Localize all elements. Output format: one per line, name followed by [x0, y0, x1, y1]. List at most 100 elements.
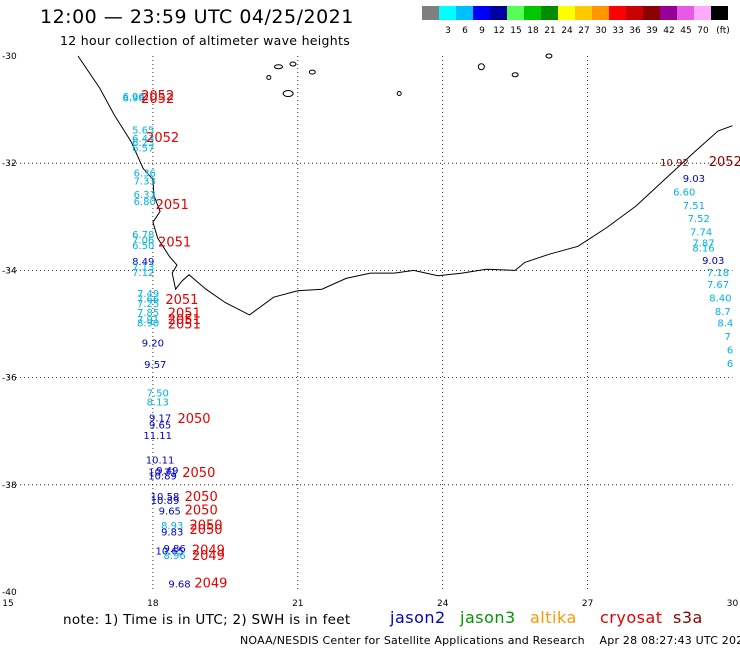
scale-label: 21: [544, 26, 556, 36]
wave-height-label: 8.93: [161, 521, 183, 532]
wave-height-label: 9.83: [161, 528, 183, 539]
inland-water: [266, 74, 272, 80]
pass-number-label: 2050: [189, 523, 222, 538]
pass-number-label: 2052: [141, 92, 174, 107]
scale-swatch: [439, 6, 456, 20]
scale-label: 3: [445, 26, 451, 36]
legend-s3a: s3a: [673, 608, 703, 627]
wave-height-label: 10.89: [148, 471, 177, 482]
wave-height-label: 6.96: [122, 92, 144, 103]
scale-label: 18: [527, 26, 539, 36]
map-subtitle: 12 hour collection of altimeter wave hei…: [60, 33, 351, 48]
scale-swatch: [473, 6, 490, 20]
wave-height-label: 8.7: [715, 307, 731, 318]
wave-height-label: 10.65: [155, 547, 184, 558]
wave-height-label: 5.65: [132, 126, 154, 137]
wave-height-label: 9.68: [168, 580, 190, 591]
scale-swatch: [592, 6, 609, 20]
inland-water: [511, 72, 519, 78]
wave-height-label: 9.17: [149, 414, 171, 425]
scale-label: 45: [680, 26, 692, 36]
scale-swatch: [626, 6, 643, 20]
lon-tick-label: 30: [727, 599, 739, 609]
pass-number-label: 2052: [709, 155, 740, 170]
wave-height-label: 8.4: [717, 319, 733, 330]
wave-height-label: 10.71: [148, 468, 177, 479]
map-title: 12:00 — 23:59 UTC 04/25/2021: [40, 6, 354, 28]
legend-jason2: jason2: [390, 608, 446, 627]
wave-height-label: 9.03: [683, 174, 705, 185]
inland-water: [545, 53, 553, 59]
wave-height-label: 6.36: [134, 169, 156, 180]
lat-tick-label: -34: [2, 266, 17, 276]
scale-label: 6: [462, 26, 468, 36]
lat-tick-label: -36: [2, 374, 17, 384]
wave-height-label: 6.78: [132, 230, 154, 241]
wave-height-label: 8.13: [147, 398, 169, 409]
footer-source: NOAA/NESDIS Center for Satellite Applica…: [240, 634, 585, 647]
wave-height-label: 10.92: [660, 158, 689, 169]
scale-swatch: [422, 6, 439, 20]
wave-height-label: 6.60: [673, 187, 695, 198]
lat-tick-label: -32: [2, 159, 17, 169]
wave-height-label: 7.25: [137, 299, 159, 310]
scale-swatch: [694, 6, 711, 20]
wave-height-label: 6.57: [132, 143, 154, 154]
wave-height-label: 7.18: [707, 268, 729, 279]
pass-number-label: 2049: [194, 577, 227, 592]
wave-height-label: 6: [727, 346, 733, 357]
scale-label: 30: [595, 26, 607, 36]
scale-swatch: [609, 6, 626, 20]
scale-label: 15: [510, 26, 522, 36]
wave-height-label: 7.85: [137, 308, 159, 319]
pass-number-label: 2050: [185, 503, 218, 518]
wave-height-label: 7.87: [692, 238, 714, 249]
wave-height-label: 7.67: [707, 280, 729, 291]
wave-height-label: 10.89: [151, 496, 180, 507]
wave-height-label: 7: [725, 332, 731, 343]
wave-height-label: 7.13: [132, 262, 154, 273]
pass-number-label: 2051: [165, 293, 198, 308]
footer-timestamp: Apr 28 08:27:43 UTC 2021: [599, 634, 740, 647]
scale-swatch: [711, 6, 728, 20]
inland-water: [282, 90, 294, 98]
wave-height-label: 7.06: [132, 236, 154, 247]
wave-height-label: 9.20: [142, 339, 164, 350]
pass-number-label: 2049: [192, 549, 225, 564]
axis-labels: 15 18 21 24 27 30 -30 -32 -34 -36 -38 -40: [2, 52, 738, 609]
wave-height-label: 9.65: [149, 421, 171, 432]
wave-height-label: 6.50: [132, 241, 154, 252]
lon-tick-label: 27: [582, 599, 593, 609]
lon-tick-label: 18: [147, 599, 159, 609]
wave-height-label: 6.43: [132, 134, 154, 145]
wave-height-label: 7.33: [134, 177, 156, 188]
pass-numbers: 2052205220522051205120512051205120512050…: [141, 89, 740, 592]
wave-height-label: 6.96: [122, 94, 144, 105]
scale-label: 12: [493, 26, 505, 36]
lat-lon-grid: [8, 56, 733, 592]
wave-height-label: 9.57: [144, 360, 166, 371]
scale-swatch: [558, 6, 575, 20]
lat-tick-label: -38: [2, 481, 17, 491]
scale-swatch: [456, 6, 473, 20]
pass-number-label: 2050: [189, 518, 222, 533]
wave-height-label: 7.66: [137, 295, 159, 306]
scale-label: 39: [646, 26, 658, 36]
wave-height-label: 7.91: [137, 315, 159, 326]
pass-number-label: 2051: [168, 317, 201, 332]
scale-swatch: [541, 6, 558, 20]
scale-label: 42: [663, 26, 675, 36]
wave-height-label: 7.74: [690, 228, 712, 239]
inland-water: [308, 69, 316, 75]
scale-unit: (ft): [716, 26, 730, 36]
inland-water: [289, 61, 297, 67]
scale-label: 33: [612, 26, 624, 36]
wave-height-label: 8.49: [132, 257, 154, 268]
scale-label: 27: [578, 26, 590, 36]
pass-number-label: 2051: [168, 313, 201, 328]
pass-number-label: 2052: [146, 131, 179, 146]
scale-swatch: [677, 6, 694, 20]
wave-height-points: 6.966.965.656.436.236.576.367.336.336.80…: [122, 92, 733, 591]
wave-height-label: 10.11: [146, 455, 175, 466]
